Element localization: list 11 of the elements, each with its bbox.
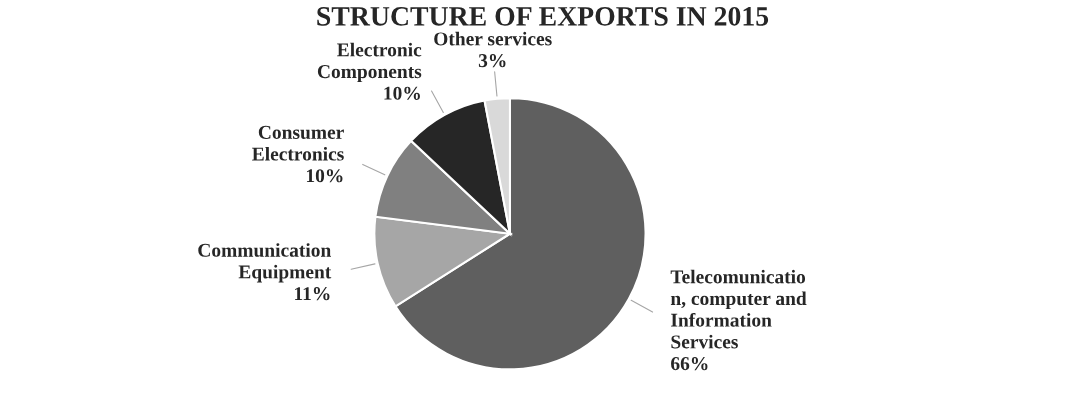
- data-label: 11%: [295, 287, 330, 301]
- chart-title: STRUCTURE OF EXPORTS IN 2015: [317, 6, 769, 26]
- slice-label: Other services: [434, 31, 552, 46]
- slice-label: Consumer Electronics: [252, 125, 344, 161]
- data-label: 10%: [384, 86, 420, 100]
- slice-label: Electronic Components: [317, 42, 422, 83]
- data-label: 10%: [306, 169, 343, 183]
- slice-label: Communication Equipment: [198, 243, 332, 283]
- data-label: 3%: [478, 54, 506, 68]
- data-label: 66%: [671, 357, 708, 371]
- slice-label: Telecomunication, computer and Information Services: [670, 269, 807, 349]
